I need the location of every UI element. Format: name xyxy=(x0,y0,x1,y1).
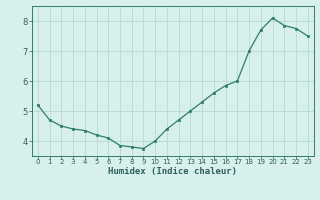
X-axis label: Humidex (Indice chaleur): Humidex (Indice chaleur) xyxy=(108,167,237,176)
